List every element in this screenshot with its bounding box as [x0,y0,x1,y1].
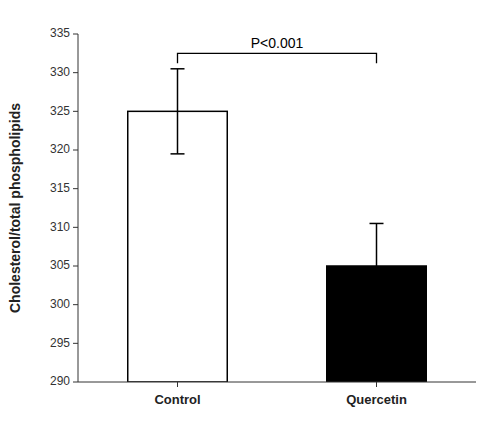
y-tick-label: 300 [50,297,70,311]
x-tick-label: Control [154,392,200,407]
y-tick [73,382,78,383]
y-tick-label: 315 [50,181,70,195]
x-tick-label: Quercetin [346,392,407,407]
x-axis [78,382,476,383]
x-tick [376,382,377,387]
y-tick [73,72,78,73]
y-axis [78,34,79,382]
y-tick-label: 310 [50,220,70,234]
significance-bracket [178,53,377,63]
y-tick-label: 325 [50,104,70,118]
significance-text: P<0.001 [251,35,304,51]
y-tick [73,34,78,35]
y-tick-label: 335 [50,26,70,40]
y-tick [73,266,78,267]
x-tick [177,382,178,387]
y-tick [73,188,78,189]
y-tick [73,343,78,344]
y-axis-label: Cholesterol/total phospholipids [7,103,23,313]
y-tick-label: 290 [50,374,70,388]
bars [128,69,427,382]
y-tick [73,111,78,112]
y-tick [73,150,78,151]
y-tick-label: 295 [50,336,70,350]
error-bar [171,69,185,154]
y-tick [73,227,78,228]
y-tick-label: 320 [50,142,70,156]
error-bar [370,223,384,308]
chart: 290 295 300 305 310 315 320 325 330 335 Control Que… [0,0,500,426]
y-tick-label: 330 [50,65,70,79]
chart-container: 290 295 300 305 310 315 320 325 330 335 Control Que… [0,0,500,426]
y-tick [73,304,78,305]
y-tick-label: 305 [50,258,70,272]
